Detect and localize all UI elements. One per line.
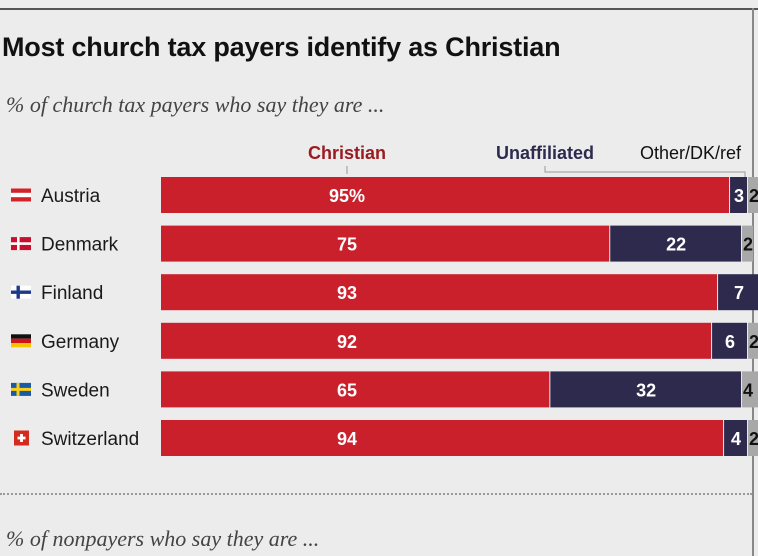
- bar-sweden-other-dk-ref: [742, 371, 758, 408]
- bar-austria-unaffiliated: [730, 177, 748, 213]
- data-label-denmark-unaffiliated: 22: [666, 235, 686, 255]
- bar-austria-christian: [161, 177, 730, 213]
- legend-other-dk-ref: Other/DK/ref: [640, 143, 742, 163]
- bar-switzerland-christian: [161, 420, 724, 456]
- denmark-flag-icon: [11, 237, 31, 251]
- data-label-switzerland-other-dk-ref: 2: [749, 429, 758, 449]
- legend-christian: Christian: [308, 143, 386, 163]
- data-label-switzerland-christian: 94: [337, 429, 357, 449]
- section-divider: [0, 493, 752, 495]
- legend-leader-unaffiliated: [544, 166, 746, 177]
- bar-austria-other-dk-ref: [748, 177, 758, 213]
- bar-sweden-christian: [161, 371, 550, 408]
- bar-denmark-unaffiliated: [610, 225, 742, 262]
- data-label-austria-christian: 95%: [329, 186, 365, 206]
- bar-finland-christian: [161, 274, 718, 311]
- data-label-austria-other-dk-ref: 2: [749, 186, 758, 206]
- data-label-germany-unaffiliated: 6: [725, 332, 735, 352]
- data-label-austria-unaffiliated: 3: [734, 186, 744, 206]
- data-label-germany-christian: 92: [337, 332, 357, 352]
- bar-germany-christian: [161, 322, 712, 359]
- data-label-finland-unaffiliated: 7: [734, 283, 744, 303]
- data-label-denmark-other-dk-ref: 2: [743, 235, 753, 255]
- bar-germany-unaffiliated: [712, 322, 748, 359]
- austria-flag-icon: [11, 188, 31, 202]
- chart-subtitle: % of church tax payers who say they are …: [6, 92, 385, 117]
- category-label-austria: Austria: [41, 186, 101, 207]
- bar-switzerland-other-dk-ref: [748, 420, 758, 456]
- data-label-denmark-christian: 75: [337, 235, 357, 255]
- bar-denmark-other-dk-ref: [742, 225, 754, 262]
- top-rule: [0, 8, 758, 10]
- chart-title: Most church tax payers identify as Chris…: [2, 32, 561, 62]
- data-label-sweden-christian: 65: [337, 380, 357, 400]
- data-label-finland-christian: 93: [337, 283, 357, 303]
- category-label-finland: Finland: [41, 283, 103, 304]
- category-label-sweden: Sweden: [41, 380, 110, 401]
- category-label-denmark: Denmark: [41, 235, 119, 256]
- bar-finland-unaffiliated: [718, 274, 758, 311]
- sweden-flag-icon: [11, 382, 31, 396]
- nonpayers-subtitle: % of nonpayers who say they are ...: [6, 526, 320, 551]
- finland-flag-icon: [11, 285, 31, 299]
- category-label-germany: Germany: [41, 332, 120, 353]
- bar-sweden-unaffiliated: [550, 371, 742, 408]
- stacked-bar-chart: Christian Unaffiliated Other/DK/ref Austria…: [11, 143, 758, 456]
- data-label-germany-other-dk-ref: 2: [749, 332, 758, 352]
- legend-unaffiliated: Unaffiliated: [496, 143, 594, 163]
- bar-germany-other-dk-ref: [748, 322, 758, 359]
- category-label-switzerland: Switzerland: [41, 429, 139, 450]
- data-label-sweden-other-dk-ref: 4: [743, 380, 753, 400]
- bar-denmark-christian: [161, 225, 610, 262]
- germany-flag-icon: [11, 334, 31, 348]
- bar-switzerland-unaffiliated: [724, 420, 748, 456]
- switzerland-flag-icon: [14, 430, 29, 446]
- data-label-sweden-unaffiliated: 32: [636, 380, 656, 400]
- data-label-switzerland-unaffiliated: 4: [731, 429, 741, 449]
